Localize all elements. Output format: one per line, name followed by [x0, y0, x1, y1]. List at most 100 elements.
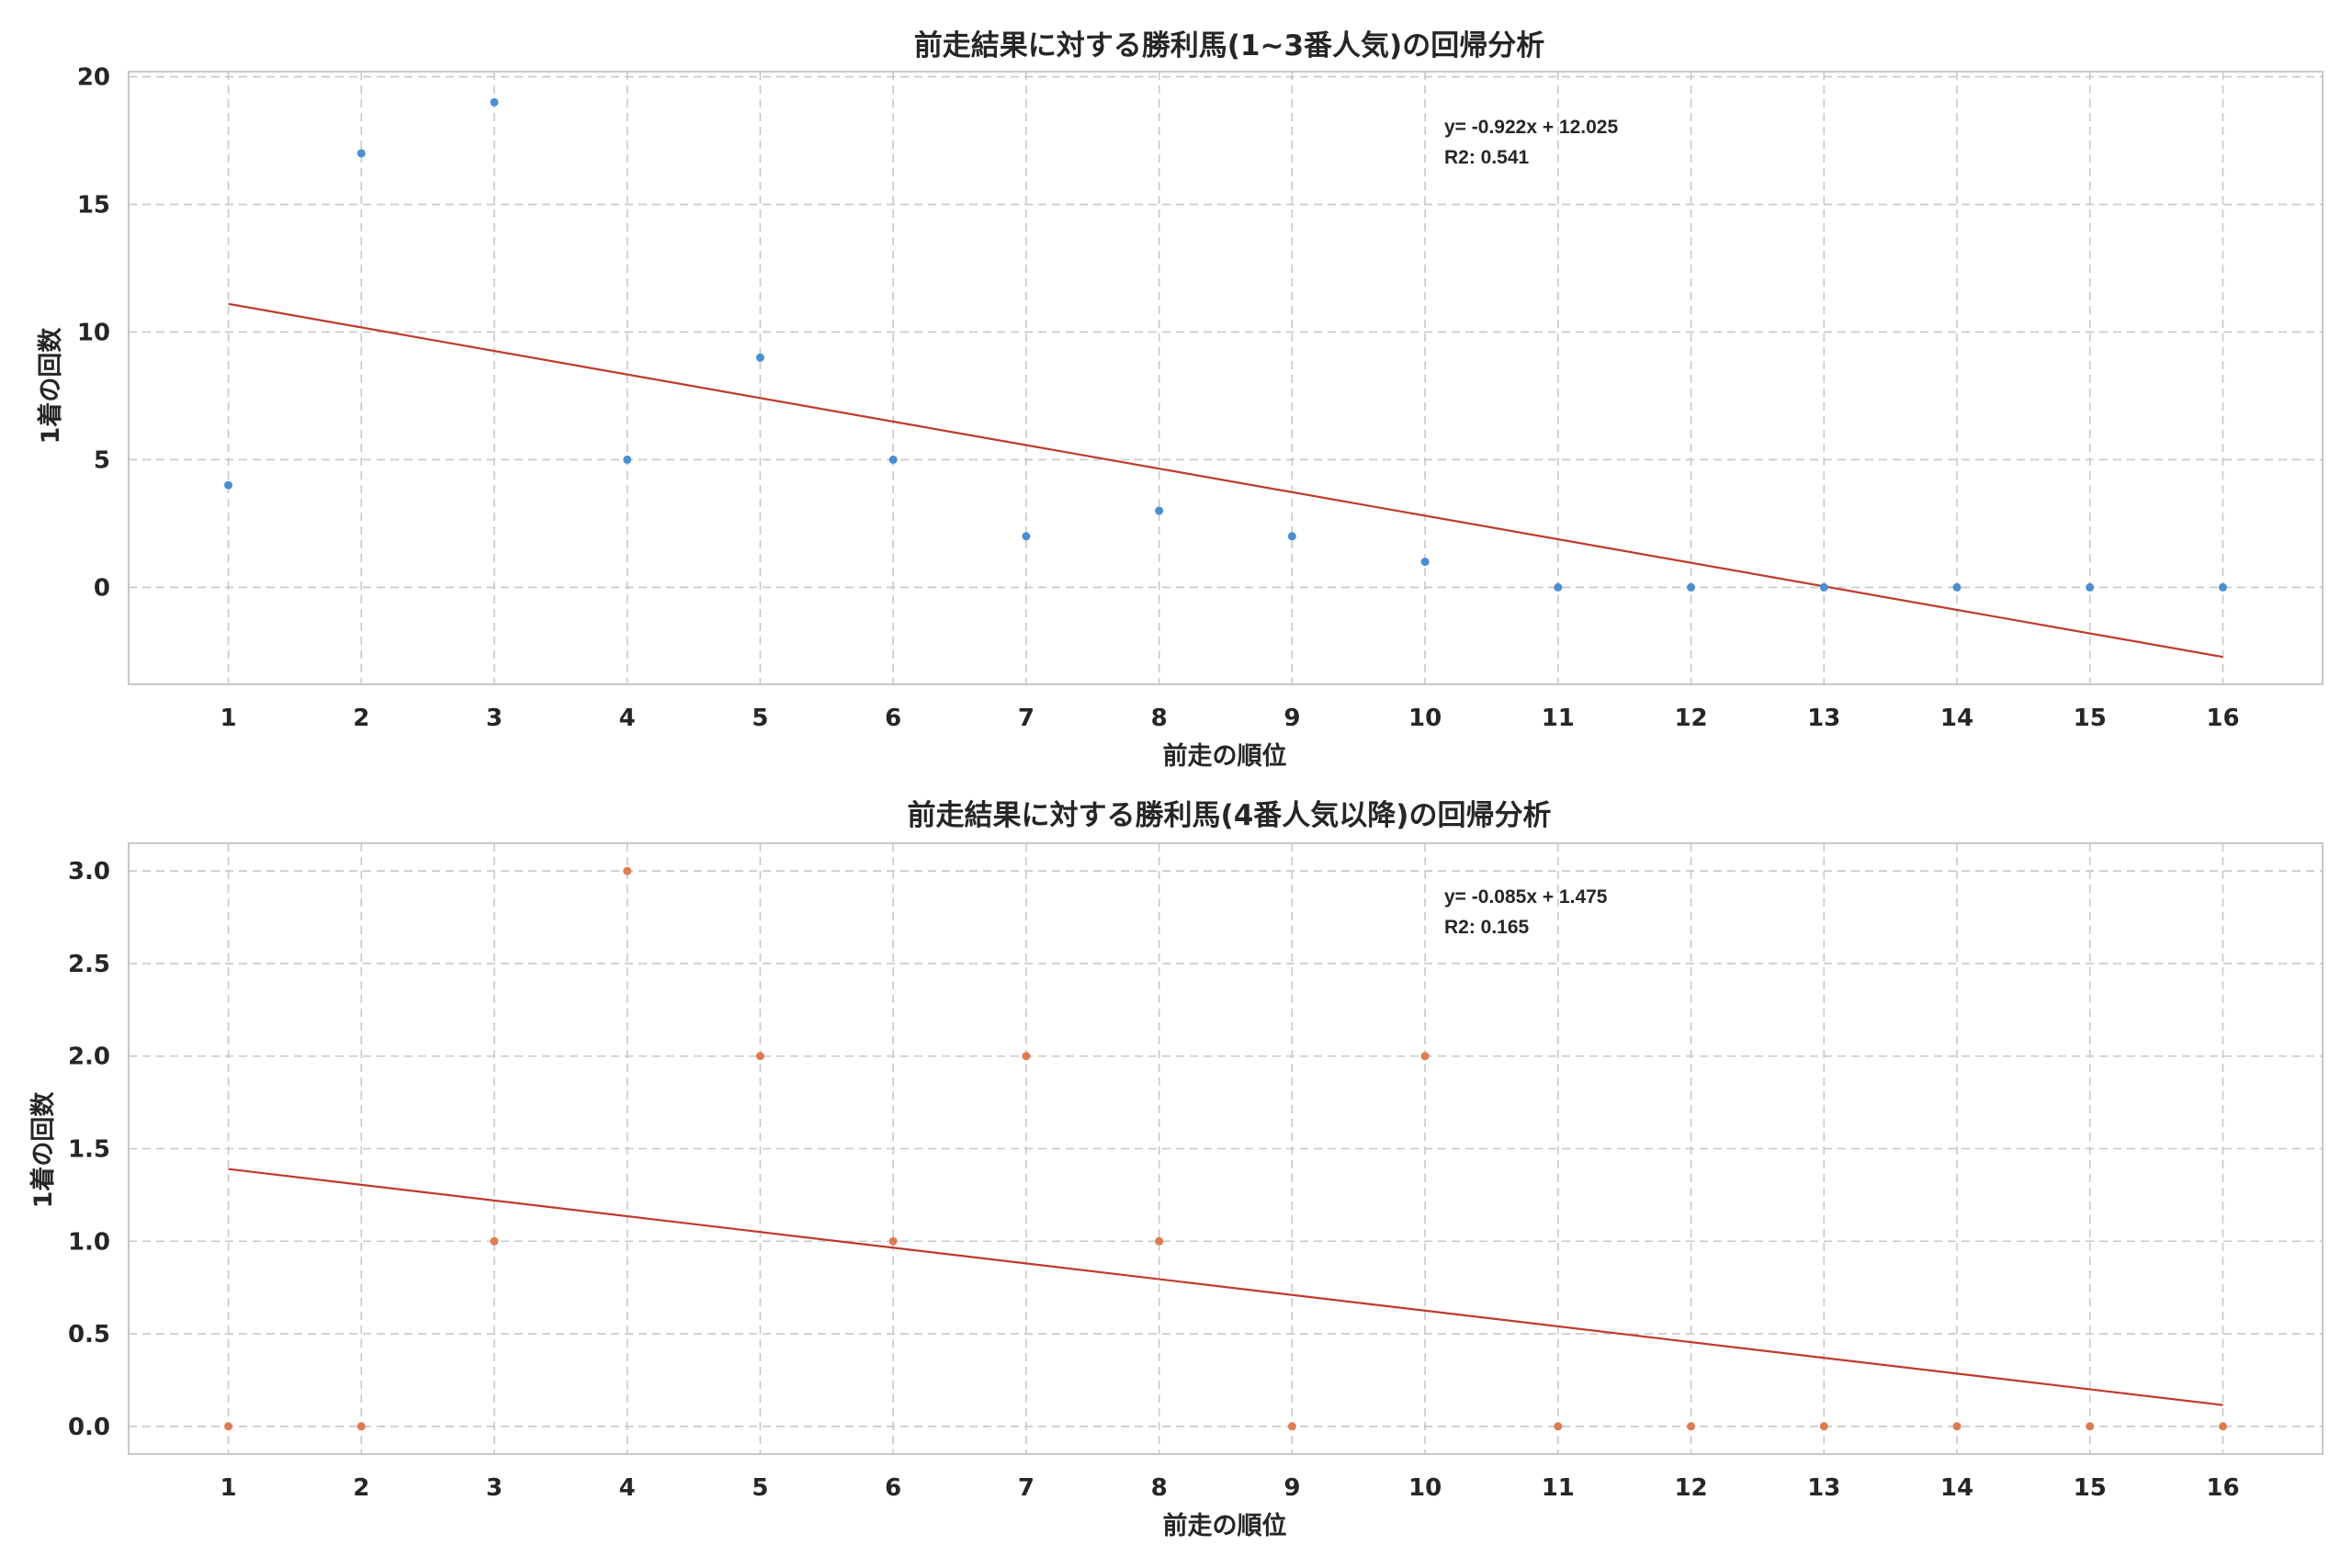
- x-tick-label: 13: [1807, 705, 1840, 732]
- data-point: [1554, 1422, 1563, 1431]
- data-points: [224, 97, 2227, 592]
- x-tick-label: 5: [752, 1474, 768, 1502]
- y-tick-label: 15: [77, 192, 110, 220]
- x-tick-labels: 1 2 3 4 5 6 7 8 9 10 11 12 13 14 15 16: [220, 1474, 2239, 1502]
- data-point: [1952, 1422, 1962, 1431]
- data-point: [356, 149, 366, 158]
- y-tick-label: 5: [94, 446, 110, 474]
- x-tick-label: 2: [353, 705, 369, 732]
- x-tick-label: 3: [486, 1474, 503, 1502]
- data-point: [224, 480, 233, 490]
- chart-title: 前走結果に対する勝利馬(1~3番人気)の回帰分析: [914, 29, 1544, 62]
- data-point: [1952, 582, 1962, 592]
- x-tick-label: 7: [1018, 1474, 1035, 1502]
- grid-lines: [129, 72, 2323, 684]
- x-tick-label: 6: [885, 705, 901, 732]
- x-tick-label: 6: [885, 1474, 901, 1502]
- x-tick-labels: 1 2 3 4 5 6 7 8 9 10 11 12 13 14 15 16: [220, 705, 2239, 732]
- data-point: [888, 455, 898, 464]
- x-tick-label: 8: [1151, 1474, 1168, 1502]
- chart-title: 前走結果に対する勝利馬(4番人気以降)の回帰分析: [908, 799, 1552, 832]
- x-tick-label: 2: [353, 1474, 369, 1502]
- y-tick-label: 0: [94, 574, 110, 602]
- y-tick-label: 2.5: [68, 951, 110, 978]
- x-tick-label: 12: [1674, 1474, 1707, 1502]
- r-squared-label: R2: 0.165: [1444, 917, 1530, 938]
- data-point: [1420, 558, 1430, 567]
- x-tick-label: 9: [1283, 1474, 1300, 1502]
- x-tick-label: 1: [220, 705, 236, 732]
- r-squared-label: R2: 0.541: [1444, 147, 1530, 168]
- data-points: [224, 866, 2227, 1431]
- x-tick-label: 13: [1807, 1474, 1840, 1502]
- data-point: [755, 353, 764, 362]
- data-point: [1687, 582, 1696, 592]
- x-tick-label: 15: [2074, 705, 2107, 732]
- data-point: [1819, 582, 1828, 592]
- plot-frame: [128, 842, 2324, 1455]
- x-tick-label: 8: [1151, 705, 1168, 732]
- x-tick-label: 4: [619, 705, 636, 732]
- x-tick-label: 14: [1940, 705, 1973, 732]
- data-point: [1420, 1052, 1430, 1061]
- y-tick-labels: 0 5 10 15 20: [77, 64, 110, 603]
- data-point: [1022, 532, 1031, 541]
- data-point: [2218, 1422, 2227, 1431]
- x-tick-label: 12: [1674, 705, 1707, 732]
- x-tick-label: 16: [2206, 1474, 2239, 1502]
- data-point: [2218, 582, 2227, 592]
- data-point: [755, 1052, 764, 1061]
- regression-equation: y= -0.922x + 12.025: [1444, 117, 1618, 138]
- y-axis-label: 1着の回数: [36, 327, 65, 445]
- y-tick-label: 1.0: [68, 1228, 110, 1256]
- regression-line: [228, 302, 2223, 659]
- data-point: [1155, 1236, 1164, 1246]
- data-point: [1155, 506, 1164, 515]
- data-point: [623, 455, 632, 464]
- regression-line: [228, 1168, 2223, 1406]
- data-point: [888, 1236, 898, 1246]
- data-point: [2086, 1422, 2095, 1431]
- plot-frame: [128, 71, 2324, 685]
- y-tick-label: 0.5: [68, 1321, 110, 1348]
- x-axis-label: 前走の順位: [1163, 741, 1287, 771]
- regression-line-layer: [228, 1168, 2223, 1406]
- x-tick-label: 10: [1408, 1474, 1442, 1502]
- x-tick-label: 3: [486, 705, 503, 732]
- y-tick-label: 10: [77, 319, 110, 346]
- data-point: [1554, 582, 1563, 592]
- regression-equation: y= -0.085x + 1.475: [1444, 886, 1608, 908]
- x-tick-label: 15: [2074, 1474, 2107, 1502]
- x-tick-label: 5: [752, 705, 768, 732]
- data-point: [490, 1236, 499, 1246]
- grid-lines: [129, 843, 2323, 1454]
- x-tick-label: 9: [1283, 705, 1300, 732]
- data-point: [1687, 1422, 1696, 1431]
- data-point: [623, 866, 632, 875]
- x-tick-label: 11: [1542, 1474, 1575, 1502]
- data-point: [224, 1422, 233, 1431]
- data-point: [1819, 1422, 1828, 1431]
- x-axis-label: 前走の順位: [1163, 1511, 1287, 1540]
- data-point: [1287, 1422, 1296, 1431]
- y-tick-label: 20: [77, 64, 110, 92]
- data-point: [356, 1422, 366, 1431]
- y-tick-label: 2.0: [68, 1043, 110, 1071]
- x-tick-label: 11: [1542, 705, 1575, 732]
- y-tick-labels: 0.0 0.5 1.0 1.5 2.0 2.5 3.0: [68, 858, 110, 1441]
- x-tick-label: 16: [2206, 705, 2239, 732]
- data-point: [1287, 532, 1296, 541]
- data-point: [2086, 582, 2095, 592]
- x-tick-label: 7: [1018, 705, 1035, 732]
- x-tick-label: 4: [619, 1474, 636, 1502]
- y-tick-label: 3.0: [68, 858, 110, 886]
- x-tick-label: 14: [1940, 1474, 1973, 1502]
- data-point: [490, 97, 499, 107]
- x-tick-label: 1: [220, 1474, 236, 1502]
- data-point: [1022, 1052, 1031, 1061]
- y-axis-label: 1着の回数: [28, 1091, 58, 1209]
